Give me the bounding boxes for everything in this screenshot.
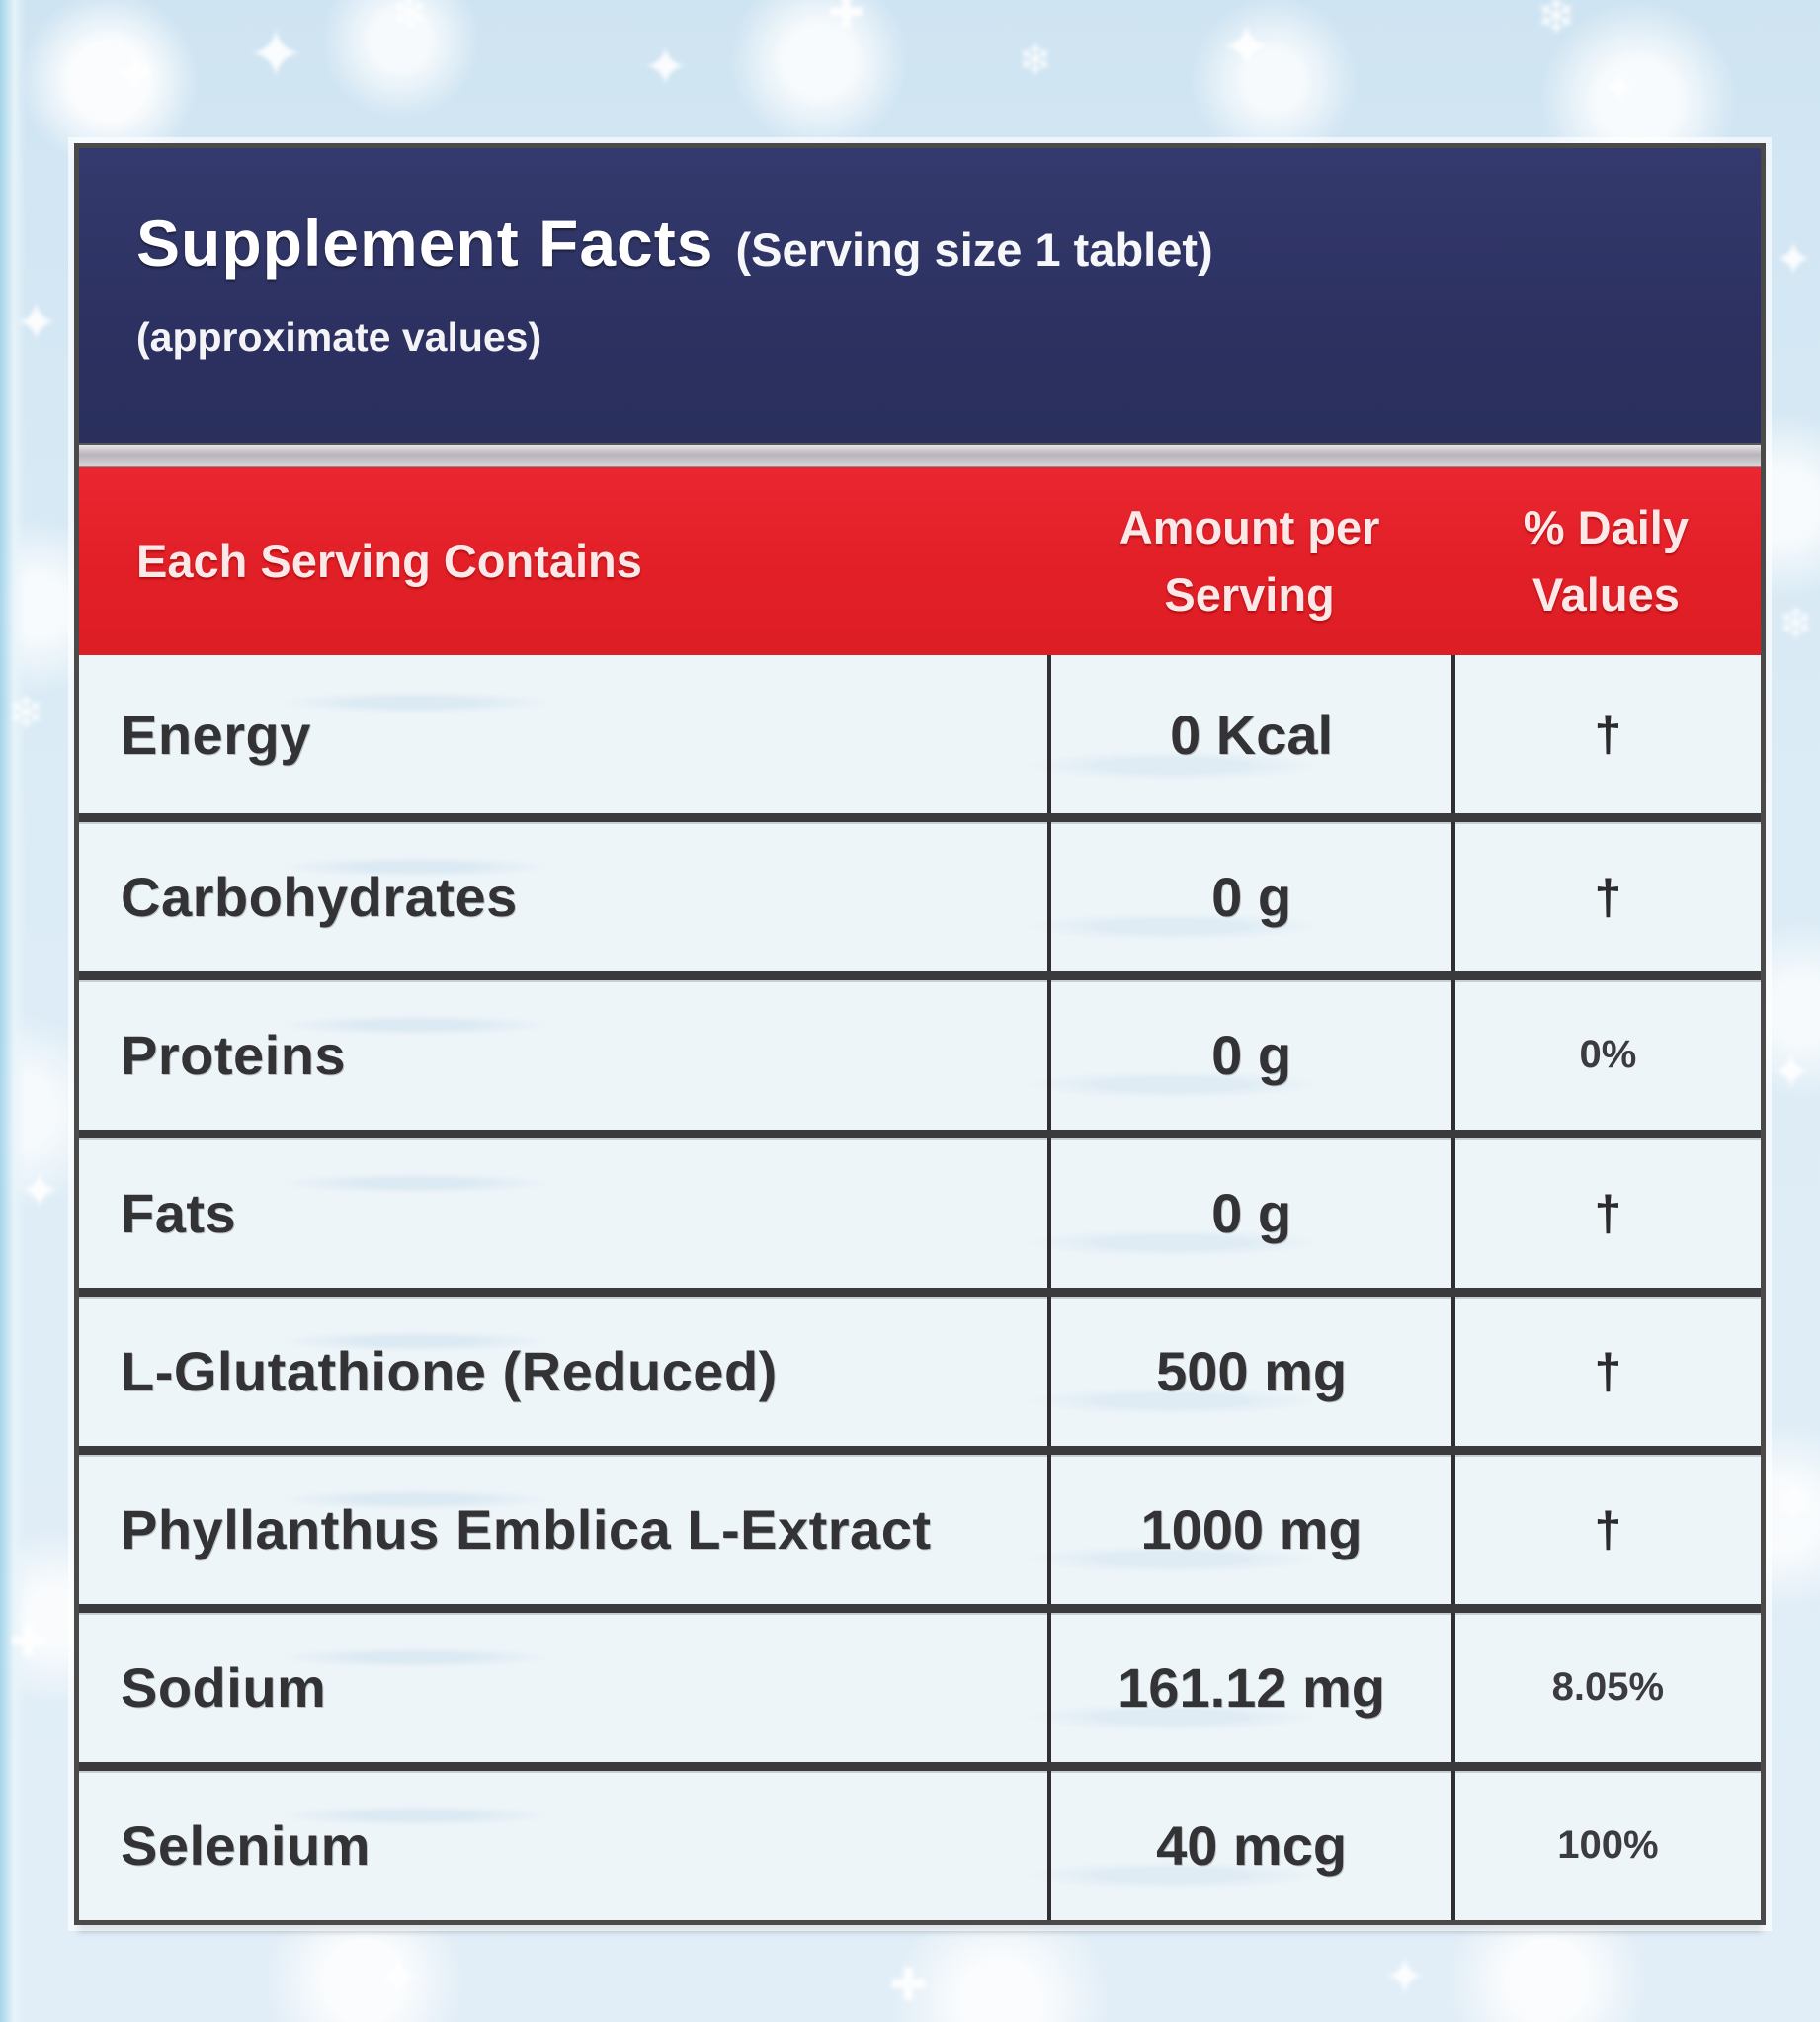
snowflake-icon: ❄ [1018,37,1053,83]
nutrient-daily-value: † [1450,1138,1761,1288]
nutrient-daily-value: 8.05% [1450,1613,1761,1762]
table-row-energy: Energy 0 Kcal † [79,655,1761,813]
page-left-edge-highlight [0,0,26,2022]
nutrient-amount: 40 mcg [1047,1771,1450,1920]
table-row-fats: Fats 0 g † [79,1130,1761,1288]
plus-sparkle-icon: ✚ [119,53,152,97]
nutrient-amount: 0 g [1047,1138,1450,1288]
table-row-phyllanthus-emblica: Phyllanthus Emblica L-Extract 1000 mg † [79,1446,1761,1604]
nutrient-name: Phyllanthus Emblica L-Extract [121,1498,932,1560]
label-header: Supplement Facts (Serving size 1 tablet)… [79,148,1761,443]
supplement-facts-label: Supplement Facts (Serving size 1 tablet)… [74,143,1766,1925]
nutrient-amount: 1000 mg [1047,1455,1450,1604]
nutrient-daily-value: 0% [1450,980,1761,1130]
table-row-selenium: Selenium 40 mcg 100% [79,1762,1761,1920]
serving-size-text: (Serving size 1 tablet) [735,223,1213,276]
column-header-amount: Amount per Serving [1118,500,1380,621]
label-header-line1: Supplement Facts (Serving size 1 tablet) [136,206,1721,281]
nutrient-amount: 500 mg [1047,1297,1450,1446]
nutrient-name: Energy [121,703,311,766]
plus-sparkle-icon: ✚ [889,1959,928,2010]
nutrient-name: Carbohydrates [121,866,518,928]
star-icon: ✦ [642,36,689,98]
header-divider-strip [79,443,1761,467]
table-row-proteins: Proteins 0 g 0% [79,971,1761,1130]
table-column-header: Each Serving Contains Amount per Serving… [79,467,1761,655]
column-header-each-serving: Each Serving Contains [136,534,642,587]
nutrient-name: Selenium [121,1814,371,1877]
star-icon: ✦ [1220,12,1274,83]
snowflake-icon: ❄ [390,0,429,39]
plus-sparkle-icon: ✚ [828,0,865,38]
nutrient-amount: 161.12 mg [1047,1613,1450,1762]
star-icon: ✦ [375,1949,421,2008]
nutrient-daily-value: † [1450,1297,1761,1446]
nutrient-name: L-Glutathione (Reduced) [121,1340,778,1402]
star-icon: ✦ [1771,1045,1812,1100]
table-row-sodium: Sodium 161.12 mg 8.05% [79,1604,1761,1762]
table-row-l-glutathione: L-Glutathione (Reduced) 500 mg † [79,1288,1761,1446]
star-icon: ✦ [1383,1949,1427,2006]
nutrient-daily-value: † [1450,1455,1761,1604]
nutrient-name: Fats [121,1182,237,1244]
table-row-carbohydrates: Carbohydrates 0 g † [79,813,1761,971]
snowflake-icon: ❄ [1779,600,1814,646]
star-icon: ✦ [1603,67,1636,111]
nutrient-daily-value: † [1450,655,1761,813]
approximate-values-note: (approximate values) [136,314,542,360]
nutrient-name: Proteins [121,1024,347,1086]
label-title: Supplement Facts [136,207,714,280]
nutrient-amount: 0 Kcal [1047,655,1450,813]
snowflake-icon: ❄ [1777,1479,1812,1526]
column-header-daily-values: % Daily Values [1523,500,1689,621]
nutrient-daily-value: 100% [1450,1771,1761,1920]
nutrient-daily-value: † [1450,822,1761,971]
nutrition-rows: Energy 0 Kcal † Carbohydrates 0 g † Prot… [79,655,1761,1920]
nutrient-name: Sodium [121,1656,327,1719]
nutrient-amount: 0 g [1047,980,1450,1130]
snowflake-icon: ❄ [1536,0,1577,43]
star-icon: ✦ [247,16,305,93]
nutrient-amount: 0 g [1047,822,1450,971]
star-icon: ✦ [1774,234,1814,287]
